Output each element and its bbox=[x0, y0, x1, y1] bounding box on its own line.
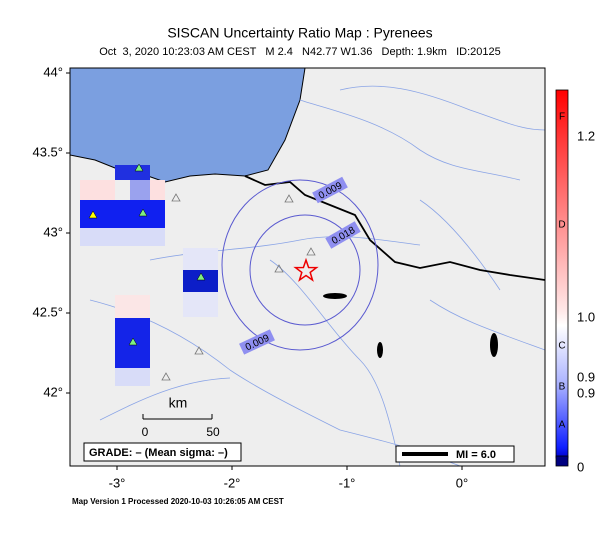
colorbar-value: 0.9 bbox=[577, 369, 595, 384]
grade-letter: D bbox=[558, 220, 565, 231]
scale-label: 0 bbox=[142, 425, 149, 439]
map-labels: 44°43.5°43°42.5°42°-3° -2° -1° 0°0.0090.018… bbox=[32, 64, 468, 490]
colorbar-value: 1.2 bbox=[577, 128, 595, 143]
lon-label: -3° bbox=[109, 475, 126, 490]
contour-label-bg bbox=[312, 176, 348, 204]
colorbar-value: 0.9 bbox=[577, 385, 595, 400]
lon-label: 0° bbox=[456, 475, 468, 490]
map-area bbox=[70, 68, 545, 466]
grade: GRADE: – (Mean sigma: –) bbox=[89, 447, 228, 459]
lat-label: 44° bbox=[43, 64, 63, 79]
colorbar bbox=[555, 89, 569, 459]
colorbar-value: 0 bbox=[577, 459, 584, 474]
colorbar-end bbox=[555, 455, 569, 467]
grade-letter: A bbox=[559, 420, 566, 431]
lat-label: 43.5° bbox=[32, 144, 63, 159]
lon-label: -1° bbox=[339, 475, 356, 490]
station-cells bbox=[80, 165, 218, 386]
stations bbox=[88, 163, 316, 381]
lat-label: 42.5° bbox=[32, 304, 63, 319]
title: SISCAN Uncertainty Ratio Map : Pyrenees bbox=[167, 25, 432, 41]
lat-label: 42° bbox=[43, 384, 63, 399]
legend-box bbox=[395, 445, 515, 463]
scale-label: 50 bbox=[206, 425, 220, 439]
scale-unit: km bbox=[169, 395, 188, 411]
scale-bar: km 0 50 bbox=[142, 395, 220, 439]
subtitle: Oct 3, 2020 10:23:03 AM CEST M 2.4 N42.7… bbox=[99, 46, 501, 58]
colorbar-labels: F D C B A 1.2 1.0 0.90.9 0 bbox=[558, 112, 595, 475]
lakes bbox=[323, 293, 498, 358]
lat-label: 43° bbox=[43, 224, 63, 239]
grade-letter: F bbox=[559, 112, 565, 123]
legend-label: MI = 6.0 bbox=[456, 449, 496, 461]
footer: Map Version 1 Processed 2020-10-03 10:26… bbox=[72, 497, 284, 506]
contour-label-bg bbox=[239, 329, 275, 355]
grade-box bbox=[83, 442, 242, 462]
border bbox=[244, 175, 545, 281]
colorbar-value: 1.0 bbox=[577, 309, 595, 324]
lon-label: -2° bbox=[224, 475, 241, 490]
contour-label-bg bbox=[325, 221, 361, 249]
grade-letter: B bbox=[559, 382, 566, 393]
sea bbox=[70, 68, 306, 183]
map-frame bbox=[69, 67, 546, 467]
grade-letter: C bbox=[558, 341, 565, 352]
contours bbox=[221, 179, 379, 351]
epicenter bbox=[293, 257, 319, 282]
